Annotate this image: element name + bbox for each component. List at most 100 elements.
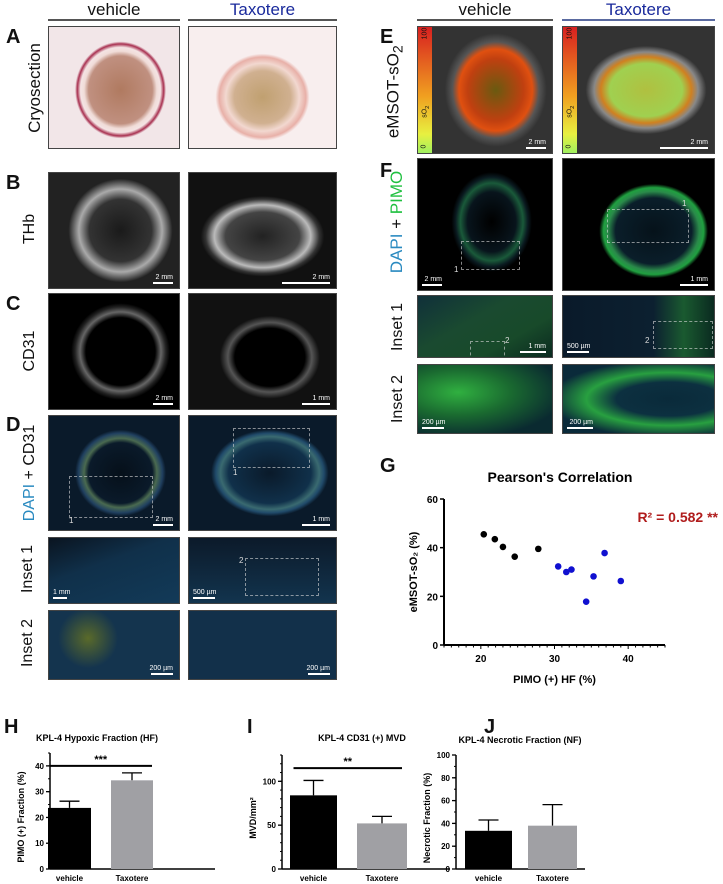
scale-bar: 2 mm	[422, 276, 442, 286]
x-tick-label: vehicle	[475, 874, 503, 883]
dapi-cd31-taxotere-inset-1: 2 500 µm	[188, 537, 337, 604]
scale-bar: 2 mm	[153, 516, 173, 526]
x-tick-label: 30	[549, 654, 561, 665]
inset-box	[653, 321, 713, 349]
inset-box	[461, 241, 520, 270]
cd31-vehicle-image: 2 mm	[48, 293, 180, 410]
inset-box-label: 2	[239, 556, 244, 565]
y-tick-label: 20	[35, 813, 44, 822]
column-header-vehicle-right: vehicle	[458, 0, 512, 19]
bar-taxotere	[111, 780, 153, 869]
scale-bar: 1 mm	[680, 276, 708, 286]
scale-bar: 2 mm	[660, 139, 708, 149]
y-tick-label: 40	[441, 819, 450, 828]
scale-bar: 200 µm	[307, 665, 330, 675]
y-tick-label: 80	[441, 774, 450, 783]
y-tick-label: 100	[263, 777, 277, 786]
significance-label: ***	[94, 754, 108, 766]
bar-vehicle	[465, 830, 512, 869]
dapi-cd31-taxotere-inset-2: 200 µm	[188, 610, 337, 680]
y-tick-label: 100	[437, 751, 451, 760]
data-point	[480, 530, 488, 538]
data-point	[568, 566, 575, 573]
data-point	[511, 553, 519, 560]
column-header-taxotere-right: Taxotere	[605, 0, 672, 19]
panel-letter-e: E	[380, 26, 394, 48]
significance-label: **	[343, 756, 352, 768]
x-tick-label: Taxotere	[366, 874, 399, 883]
scale-bar: 2 mm	[153, 395, 173, 405]
dapi-pimo-taxotere-image: 1 1 mm	[562, 158, 715, 291]
data-point	[554, 563, 562, 570]
chart-title: KPL-4 Hypoxic Fraction (HF)	[36, 733, 158, 743]
dapi-pimo-taxotere-inset-1: 2 500 µm	[562, 295, 715, 358]
bar-taxotere	[528, 825, 577, 869]
scale-bar: 200 µm	[567, 419, 593, 429]
y-axis-label: MVD/mm²	[248, 797, 258, 839]
inset-box-label: 2	[645, 336, 650, 345]
cryosection-vehicle-image	[48, 26, 180, 149]
panel-letter-g: G	[380, 455, 396, 477]
y-axis-label: Necrotic Fraction (%)	[422, 773, 432, 864]
bar-vehicle	[290, 795, 337, 869]
emsot-taxotere-image: 100 sO2 0 2 mm	[562, 26, 715, 154]
bar-taxotere	[357, 823, 407, 869]
inset-box	[233, 428, 310, 468]
scale-bar: 1 mm	[302, 395, 330, 405]
inset-box	[470, 341, 505, 357]
x-tick-label: Taxotere	[536, 874, 569, 883]
dapi-cd31-vehicle-image: 1 2 mm	[48, 415, 180, 531]
cd31-taxotere-image: 1 mm	[188, 293, 337, 410]
scale-bar: 2 mm	[153, 274, 173, 284]
bar-vehicle	[48, 807, 91, 869]
y-tick-label: 60	[427, 495, 439, 506]
x-tick-label: vehicle	[300, 874, 328, 883]
thb-taxotere-image: 2 mm	[188, 172, 337, 289]
panel-letter-h: H	[4, 716, 19, 738]
y-tick-label: 20	[441, 842, 450, 851]
dapi-pimo-vehicle-image: 1 2 mm	[417, 158, 553, 291]
cryosection-taxotere-image	[188, 26, 337, 149]
y-tick-label: 0	[446, 865, 451, 874]
scale-bar: 500 µm	[193, 589, 217, 599]
dapi-cd31-vehicle-inset-1: 1 mm	[48, 537, 180, 604]
scale-bar: 200 µm	[150, 665, 173, 675]
divider	[417, 19, 553, 21]
panel-letter-a: A	[6, 26, 21, 48]
y-tick-label: 0	[40, 865, 45, 874]
data-point	[617, 577, 625, 585]
y-tick-label: 60	[441, 797, 450, 806]
x-tick-label: 40	[623, 654, 635, 665]
data-point	[562, 568, 570, 576]
dapi-pimo-vehicle-inset-1: 2 1 mm	[417, 295, 553, 358]
scale-bar: 1 mm	[520, 343, 546, 353]
inset-box-label: 1	[682, 199, 687, 208]
panel-letter-d: D	[6, 414, 21, 436]
divider	[48, 19, 180, 21]
data-point	[590, 573, 597, 580]
scale-bar: 200 µm	[422, 419, 446, 429]
scale-bar: 2 mm	[282, 274, 330, 284]
y-axis-label: eMSOT-sO₂ (%)	[408, 531, 420, 612]
panel-letter-j: J	[484, 716, 496, 738]
y-tick-label: 20	[427, 592, 439, 603]
inset-box-label: 1	[454, 265, 459, 274]
panel-letter-f: F	[380, 160, 393, 182]
scale-bar: 2 mm	[526, 139, 546, 149]
x-tick-label: Taxotere	[116, 874, 149, 883]
inset-box	[69, 476, 153, 518]
column-header-vehicle-left: vehicle	[87, 0, 141, 19]
inset-box-label: 1	[233, 468, 238, 477]
scale-bar: 1 mm	[53, 589, 71, 599]
thb-vehicle-image: 2 mm	[48, 172, 180, 289]
y-tick-label: 40	[427, 544, 439, 555]
inset-box	[607, 209, 689, 243]
data-point	[499, 543, 507, 551]
x-tick-label: vehicle	[56, 874, 84, 883]
dapi-cd31-taxotere-image: 1 1 mm	[188, 415, 337, 531]
y-tick-label: 0	[272, 865, 277, 874]
dapi-cd31-vehicle-inset-2: 200 µm	[48, 610, 180, 680]
data-point	[582, 598, 590, 605]
